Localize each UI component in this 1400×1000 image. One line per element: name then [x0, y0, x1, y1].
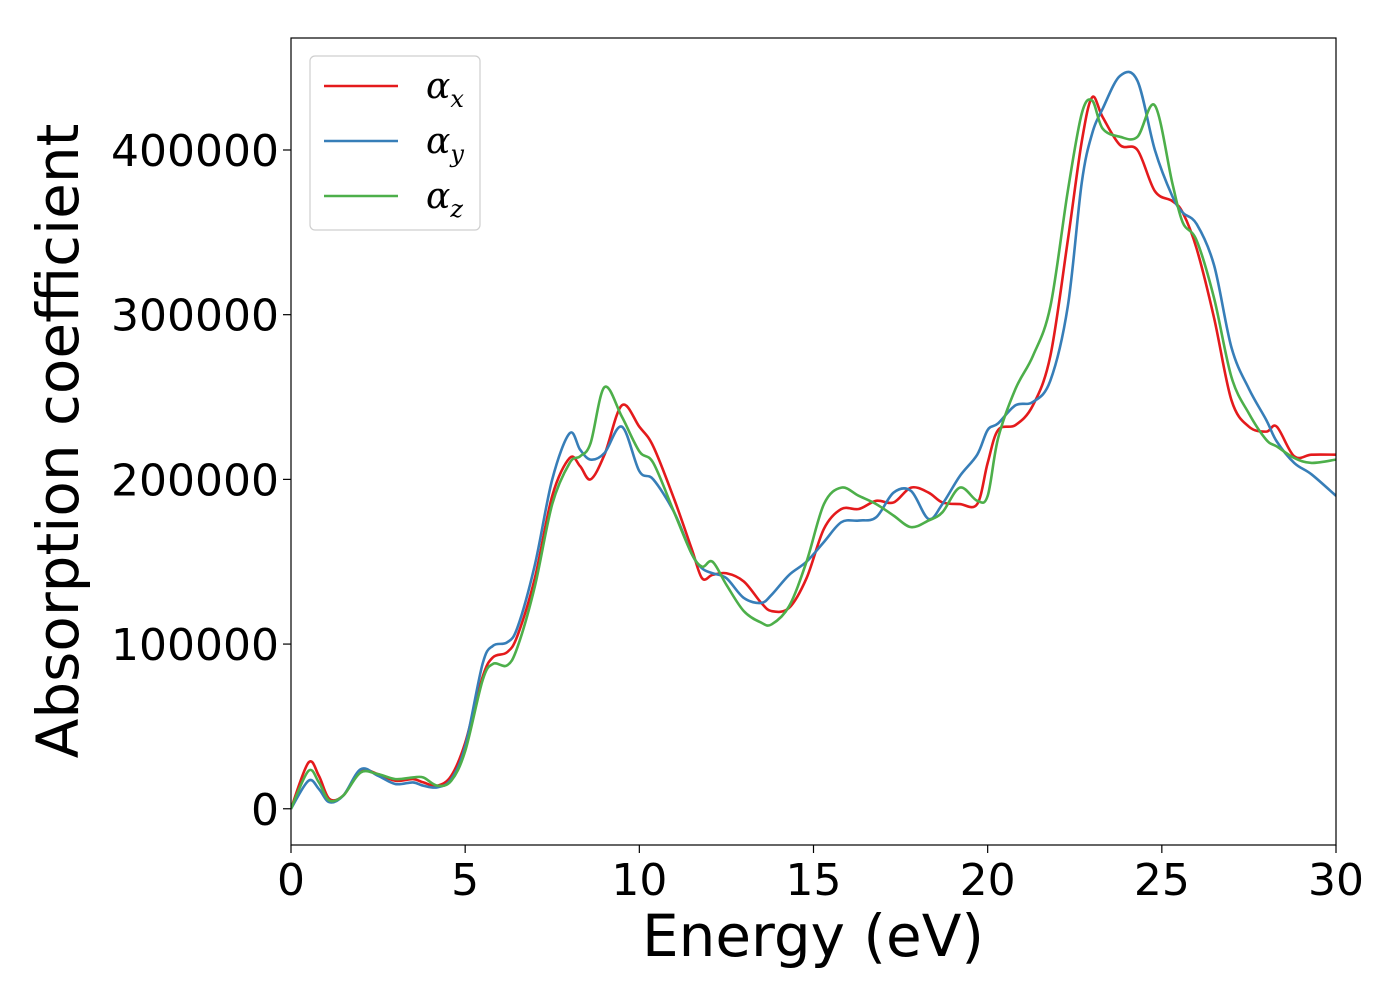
series-line-alpha-x — [291, 95, 1336, 810]
y-tick-label: 300000 — [111, 291, 279, 342]
x-tick-label: 20 — [960, 855, 1016, 906]
legend-label-alpha-y: αy — [426, 121, 464, 168]
legend: αx αy αz — [309, 55, 481, 231]
x-tick-label: 25 — [1134, 855, 1190, 906]
y-tick-label: 0 — [251, 785, 279, 836]
x-axis: 0 5 10 15 20 25 30 — [277, 845, 1364, 906]
y-tick-label: 200000 — [111, 455, 279, 506]
x-tick-label: 0 — [277, 855, 305, 906]
legend-box — [309, 55, 481, 231]
y-axis: 0 100000 200000 300000 400000 — [111, 126, 291, 836]
y-tick-label: 400000 — [111, 126, 279, 177]
x-axis-title: Energy (eV) — [642, 902, 984, 970]
y-tick-label: 100000 — [111, 620, 279, 671]
x-tick-label: 15 — [786, 855, 842, 906]
legend-label-alpha-z: αz — [426, 176, 463, 223]
series-line-alpha-z — [291, 98, 1336, 810]
legend-label-alpha-x: αx — [426, 66, 464, 113]
x-tick-label: 10 — [611, 855, 667, 906]
x-tick-label: 5 — [451, 855, 479, 906]
series-layer — [291, 70, 1336, 810]
y-axis-title: Absorption coefficient — [24, 124, 92, 759]
x-tick-label: 30 — [1308, 855, 1364, 906]
